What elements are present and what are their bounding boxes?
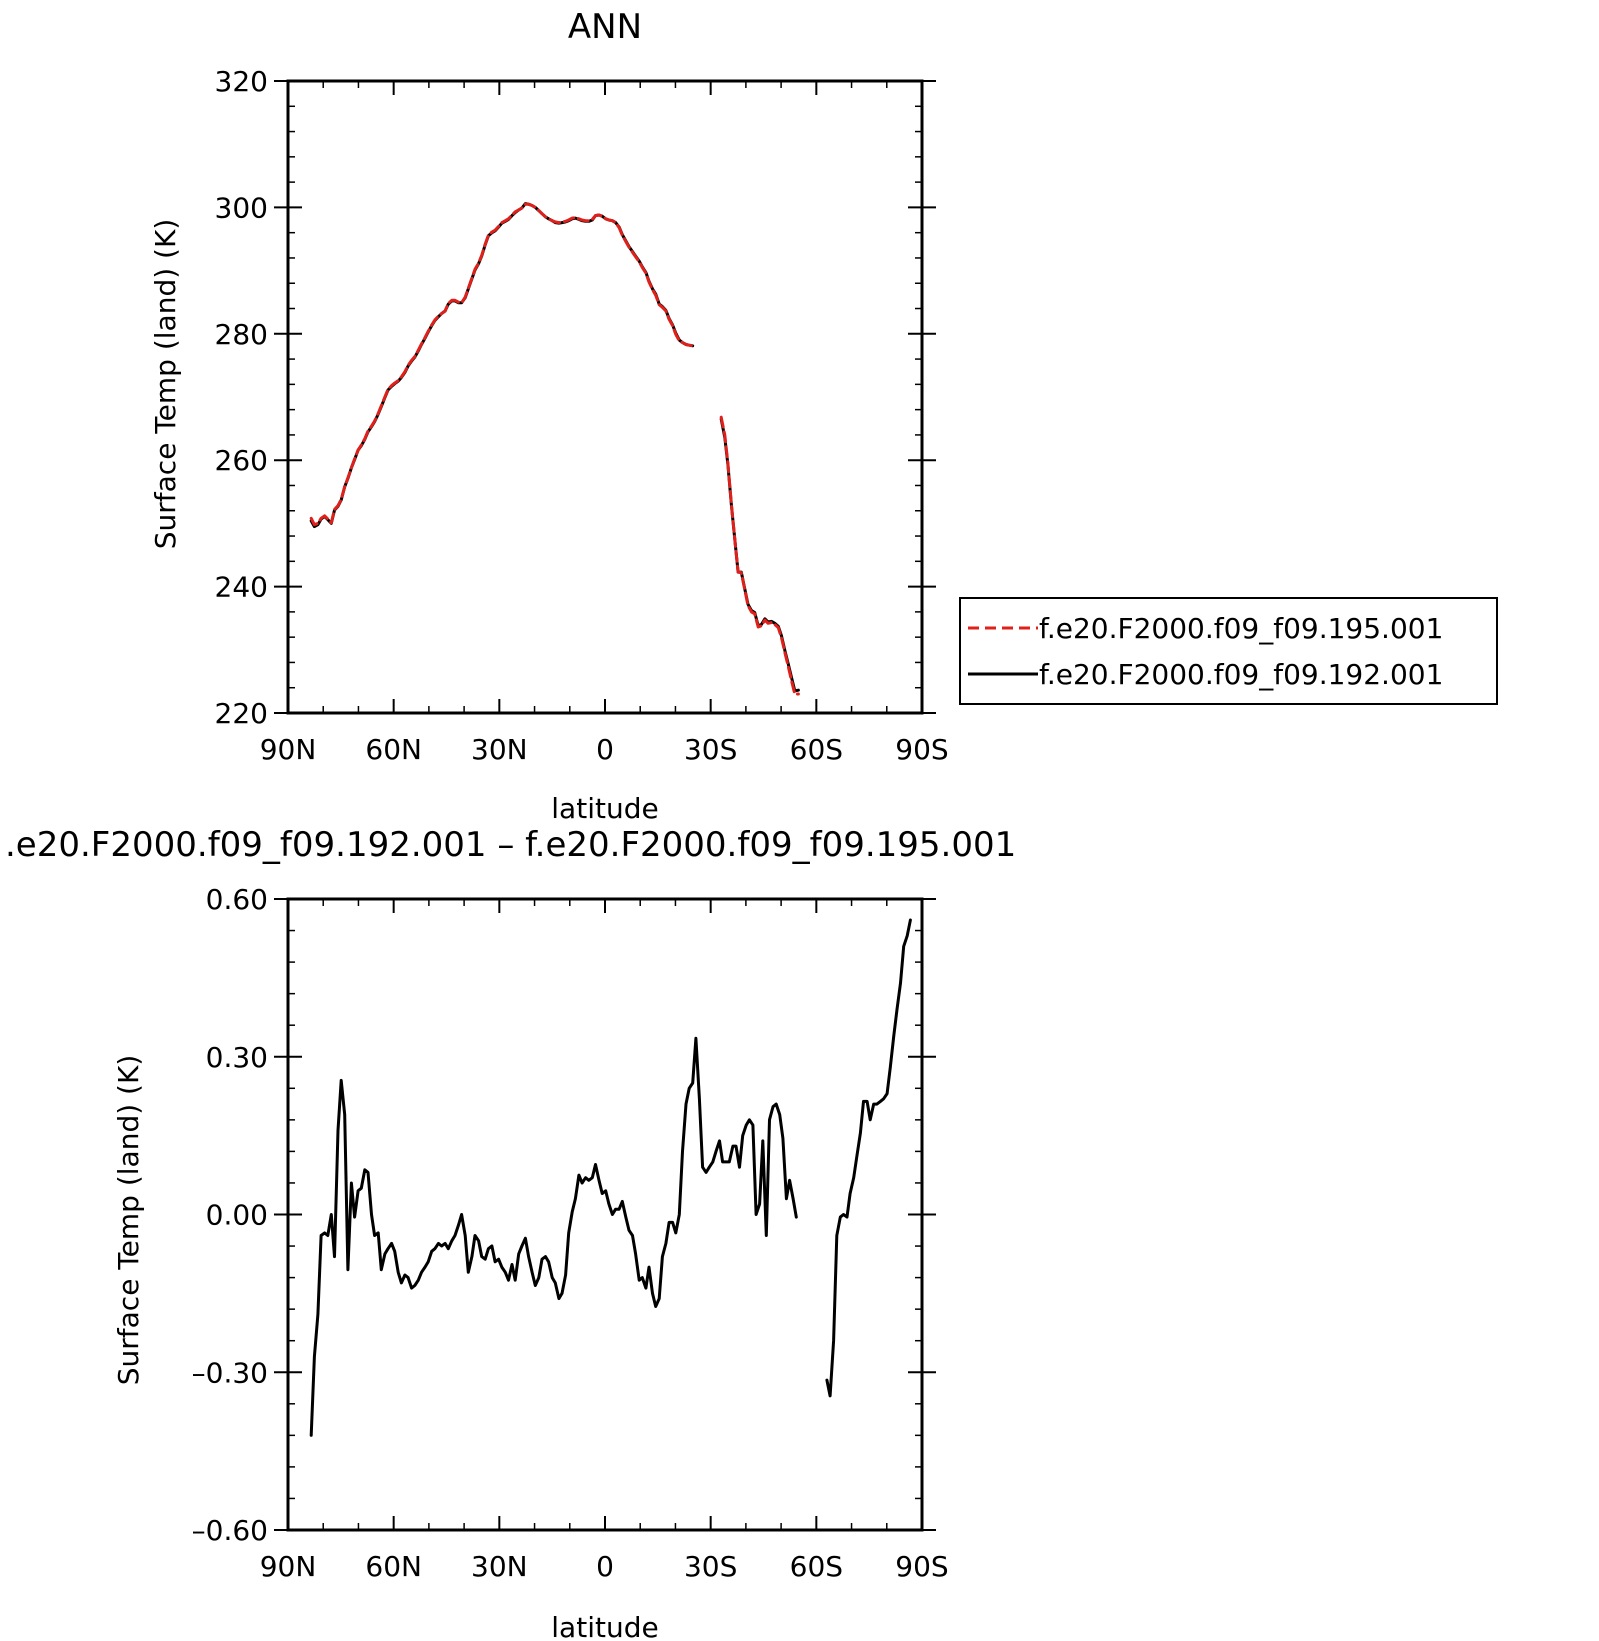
top-plot-area: 90N 60N 30N 0 30S 60S 90S 220 240 260 280 300 320 xyxy=(215,65,949,766)
y-tick-label: 0.60 xyxy=(206,883,268,916)
legend-box xyxy=(959,597,1498,705)
bottom-y-axis-label: Surface Temp (land) (K) xyxy=(112,1055,145,1386)
x-tick-label: 90S xyxy=(895,733,948,766)
y-tick-label: 280 xyxy=(215,318,268,351)
y-tick-label: 300 xyxy=(215,191,268,224)
x-tick-label: 30N xyxy=(471,733,528,766)
bottom-chart: .e20.F2000.f09_f09.192.001 – f.e20.F2000… xyxy=(5,825,1016,1641)
bottom-x-axis-label: latitude xyxy=(551,1611,658,1641)
x-tick-label: 0 xyxy=(596,1550,614,1583)
bottom-chart-title: .e20.F2000.f09_f09.192.001 – f.e20.F2000… xyxy=(5,825,1016,865)
x-tick-label: 90N xyxy=(260,1550,317,1583)
legend-label-192: f.e20.F2000.f09_f09.192.001 xyxy=(1039,658,1443,691)
top-chart: ANN 90N 60N 30N 0 30S 60S 90S 220 240 260 280 300 32… xyxy=(149,7,1498,825)
top-chart-title: ANN xyxy=(568,7,642,47)
plot-frame xyxy=(286,79,924,715)
series-line-solid-segment-1 xyxy=(719,417,800,693)
x-tick-label: 0 xyxy=(596,733,614,766)
x-tick-label: 60S xyxy=(790,733,843,766)
y-tick-label: 320 xyxy=(215,65,268,98)
x-tick-label: 30S xyxy=(684,1550,737,1583)
series-line-solid-segment-0 xyxy=(309,202,695,529)
x-tick-label: 30N xyxy=(471,1550,528,1583)
series-line-solid-segment-0 xyxy=(309,1036,798,1437)
y-tick-label: 0.00 xyxy=(206,1199,268,1232)
x-tick-label: 60N xyxy=(365,1550,422,1583)
series-line-dashed-segment-1 xyxy=(719,415,800,696)
legend-label-195: f.e20.F2000.f09_f09.195.001 xyxy=(1039,612,1443,645)
top-x-axis-label: latitude xyxy=(551,792,658,825)
top-legend: f.e20.F2000.f09_f09.195.001 f.e20.F2000.… xyxy=(959,597,1498,705)
plot-frame xyxy=(286,897,924,1532)
y-tick-label: 260 xyxy=(215,444,268,477)
y-tick-label: 220 xyxy=(215,697,268,730)
x-tick-label: 60N xyxy=(365,733,422,766)
series-line-dashed-segment-0 xyxy=(309,202,695,527)
y-tick-label: –0.30 xyxy=(192,1356,268,1389)
y-tick-label: 240 xyxy=(215,571,268,604)
y-tick-label: –0.60 xyxy=(192,1514,268,1547)
x-tick-label: 90N xyxy=(260,733,317,766)
x-tick-label: 30S xyxy=(684,733,737,766)
x-tick-label: 90S xyxy=(895,1550,948,1583)
bottom-plot-area: 90N 60N 30N 0 30S 60S 90S –0.60 –0.30 0.00 0.30 0.6… xyxy=(192,883,949,1583)
series-line-solid-segment-1 xyxy=(825,918,912,1398)
top-y-axis-label: Surface Temp (land) (K) xyxy=(149,219,182,550)
x-tick-label: 60S xyxy=(790,1550,843,1583)
y-tick-label: 0.30 xyxy=(206,1041,268,1074)
